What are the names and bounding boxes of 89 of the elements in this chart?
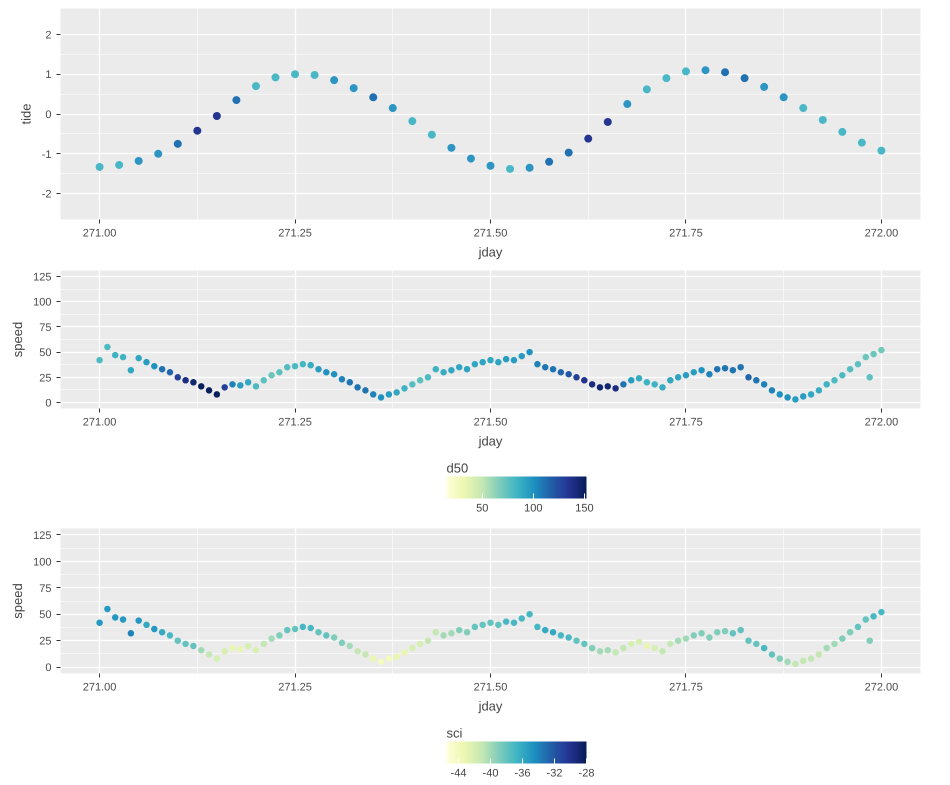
y-tick-label: 0: [45, 109, 52, 121]
y-tick-label: 50: [39, 609, 52, 622]
point: [702, 66, 710, 74]
x-tick-label: 271.25: [278, 228, 312, 240]
point: [526, 164, 534, 172]
color-bar-title: sci: [446, 726, 462, 740]
point: [682, 67, 690, 76]
point: [174, 140, 182, 148]
point: [466, 154, 475, 163]
point: [252, 82, 260, 90]
point: [232, 96, 240, 104]
point: [780, 93, 788, 102]
x-tick-label: 271.00: [82, 682, 116, 694]
x-tick-label: 271.50: [474, 228, 508, 240]
point: [545, 158, 554, 166]
point: [604, 118, 612, 126]
x-tick-label: 271.50: [474, 416, 508, 428]
y-tick-label: 100: [33, 296, 52, 309]
point: [330, 76, 338, 84]
point: [740, 74, 749, 82]
y-tick-label: 1: [45, 69, 52, 82]
y-axis-title: tide: [18, 104, 34, 124]
point: [506, 164, 514, 173]
color-bar-label: -32: [546, 768, 562, 780]
point: [212, 112, 221, 120]
color-bar-label: -28: [578, 768, 594, 780]
point: [877, 146, 886, 155]
point: [134, 156, 143, 165]
y-tick-label: 50: [39, 347, 52, 360]
x-tick-label: 271.00: [82, 416, 116, 428]
y-tick-label: -1: [42, 148, 52, 161]
point: [760, 82, 768, 91]
point: [193, 126, 202, 135]
y-axis-title: speed: [10, 322, 26, 358]
x-tick-label: 272.00: [864, 416, 898, 428]
color-bar-label: 50: [476, 502, 488, 514]
y-tick-label: -2: [42, 188, 52, 201]
point: [310, 70, 319, 79]
point: [447, 144, 456, 152]
point: [388, 104, 397, 112]
y-tick-label: 0: [45, 397, 52, 410]
point: [721, 68, 730, 76]
color-bar-title: d50: [446, 460, 468, 476]
x-axis-title: jday: [478, 434, 503, 448]
y-tick-label: 125: [33, 272, 52, 284]
x-tick-label: 271.00: [82, 228, 116, 240]
point: [115, 160, 124, 169]
point: [272, 73, 280, 82]
x-tick-label: 272.00: [864, 228, 898, 240]
x-axis-title: jday: [478, 698, 503, 714]
y-tick-label: 125: [33, 530, 52, 542]
y-tick-label: 2: [45, 29, 52, 42]
color-bar-label: -44: [450, 768, 466, 780]
point: [818, 116, 827, 124]
x-tick-label: 271.50: [474, 682, 508, 694]
color-bar-label: 100: [524, 502, 543, 514]
x-axis-title: jday: [478, 244, 503, 260]
y-tick-label: 25: [39, 636, 52, 648]
point: [154, 150, 162, 158]
y-tick-label: 25: [39, 372, 52, 384]
point: [486, 162, 494, 170]
point: [838, 128, 846, 136]
point: [623, 100, 632, 108]
x-tick-label: 271.25: [278, 682, 312, 694]
point: [662, 74, 670, 82]
color-bar-label: -40: [482, 768, 498, 780]
point: [350, 84, 358, 92]
x-tick-label: 272.00: [864, 682, 898, 694]
point: [858, 138, 866, 147]
point: [428, 130, 436, 139]
color-bar-label: -36: [514, 768, 530, 780]
x-tick-label: 271.25: [278, 416, 312, 428]
x-tick-label: 271.75: [669, 416, 703, 428]
point: [369, 93, 378, 102]
point: [584, 134, 592, 143]
y-tick-label: 0: [45, 662, 52, 674]
y-tick-label: 100: [33, 556, 52, 568]
point: [564, 148, 573, 157]
y-axis-title: speed: [10, 583, 26, 619]
y-tick-label: 75: [39, 322, 52, 334]
point: [799, 104, 808, 112]
x-tick-label: 271.75: [669, 228, 703, 240]
x-tick-label: 271.75: [669, 682, 703, 694]
y-tick-label: 75: [39, 582, 52, 595]
point: [96, 162, 104, 171]
point: [408, 117, 416, 126]
color-bar-label: 150: [575, 502, 594, 514]
point: [291, 70, 300, 78]
point: [642, 85, 651, 94]
